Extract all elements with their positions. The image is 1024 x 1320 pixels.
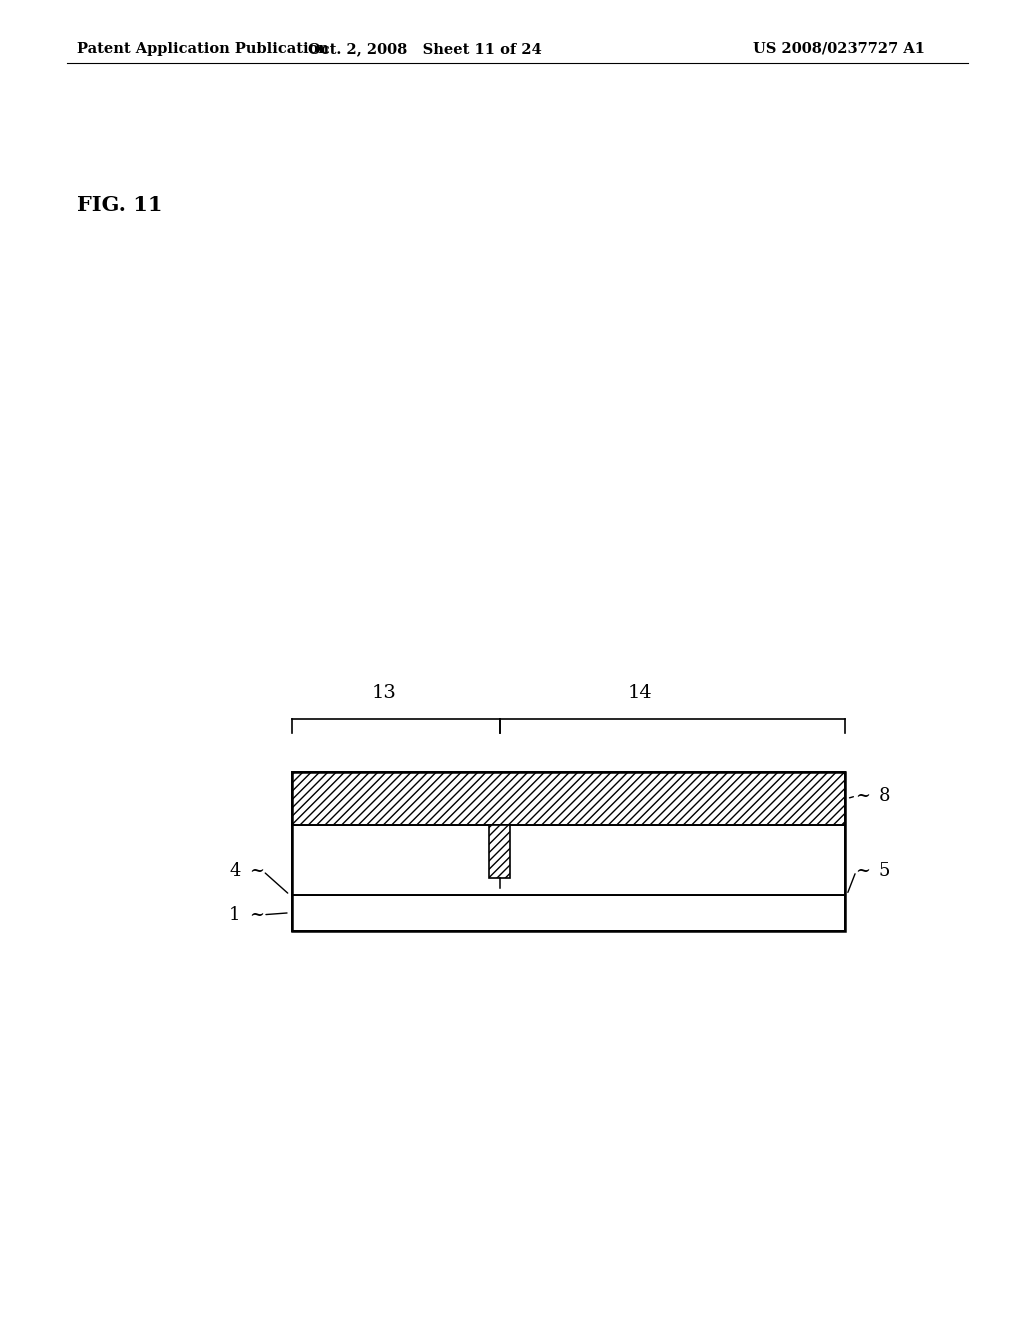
Text: Oct. 2, 2008   Sheet 11 of 24: Oct. 2, 2008 Sheet 11 of 24: [308, 42, 542, 55]
Text: US 2008/0237727 A1: US 2008/0237727 A1: [753, 42, 925, 55]
Text: ~: ~: [249, 862, 264, 880]
Bar: [292, 772, 845, 931]
Bar: [292, 825, 845, 895]
Text: ~: ~: [855, 862, 870, 880]
Text: 8: 8: [879, 787, 890, 805]
Text: 14: 14: [628, 684, 652, 702]
Text: 1: 1: [229, 906, 241, 924]
Bar: [489, 825, 510, 878]
Text: ~: ~: [855, 787, 870, 805]
Text: Patent Application Publication: Patent Application Publication: [77, 42, 329, 55]
Text: FIG. 11: FIG. 11: [77, 194, 162, 215]
Text: 4: 4: [229, 862, 241, 880]
Text: 13: 13: [372, 684, 396, 702]
Bar: [292, 895, 845, 931]
Text: 5: 5: [879, 862, 890, 880]
Bar: [292, 772, 845, 825]
Text: ~: ~: [249, 906, 264, 924]
